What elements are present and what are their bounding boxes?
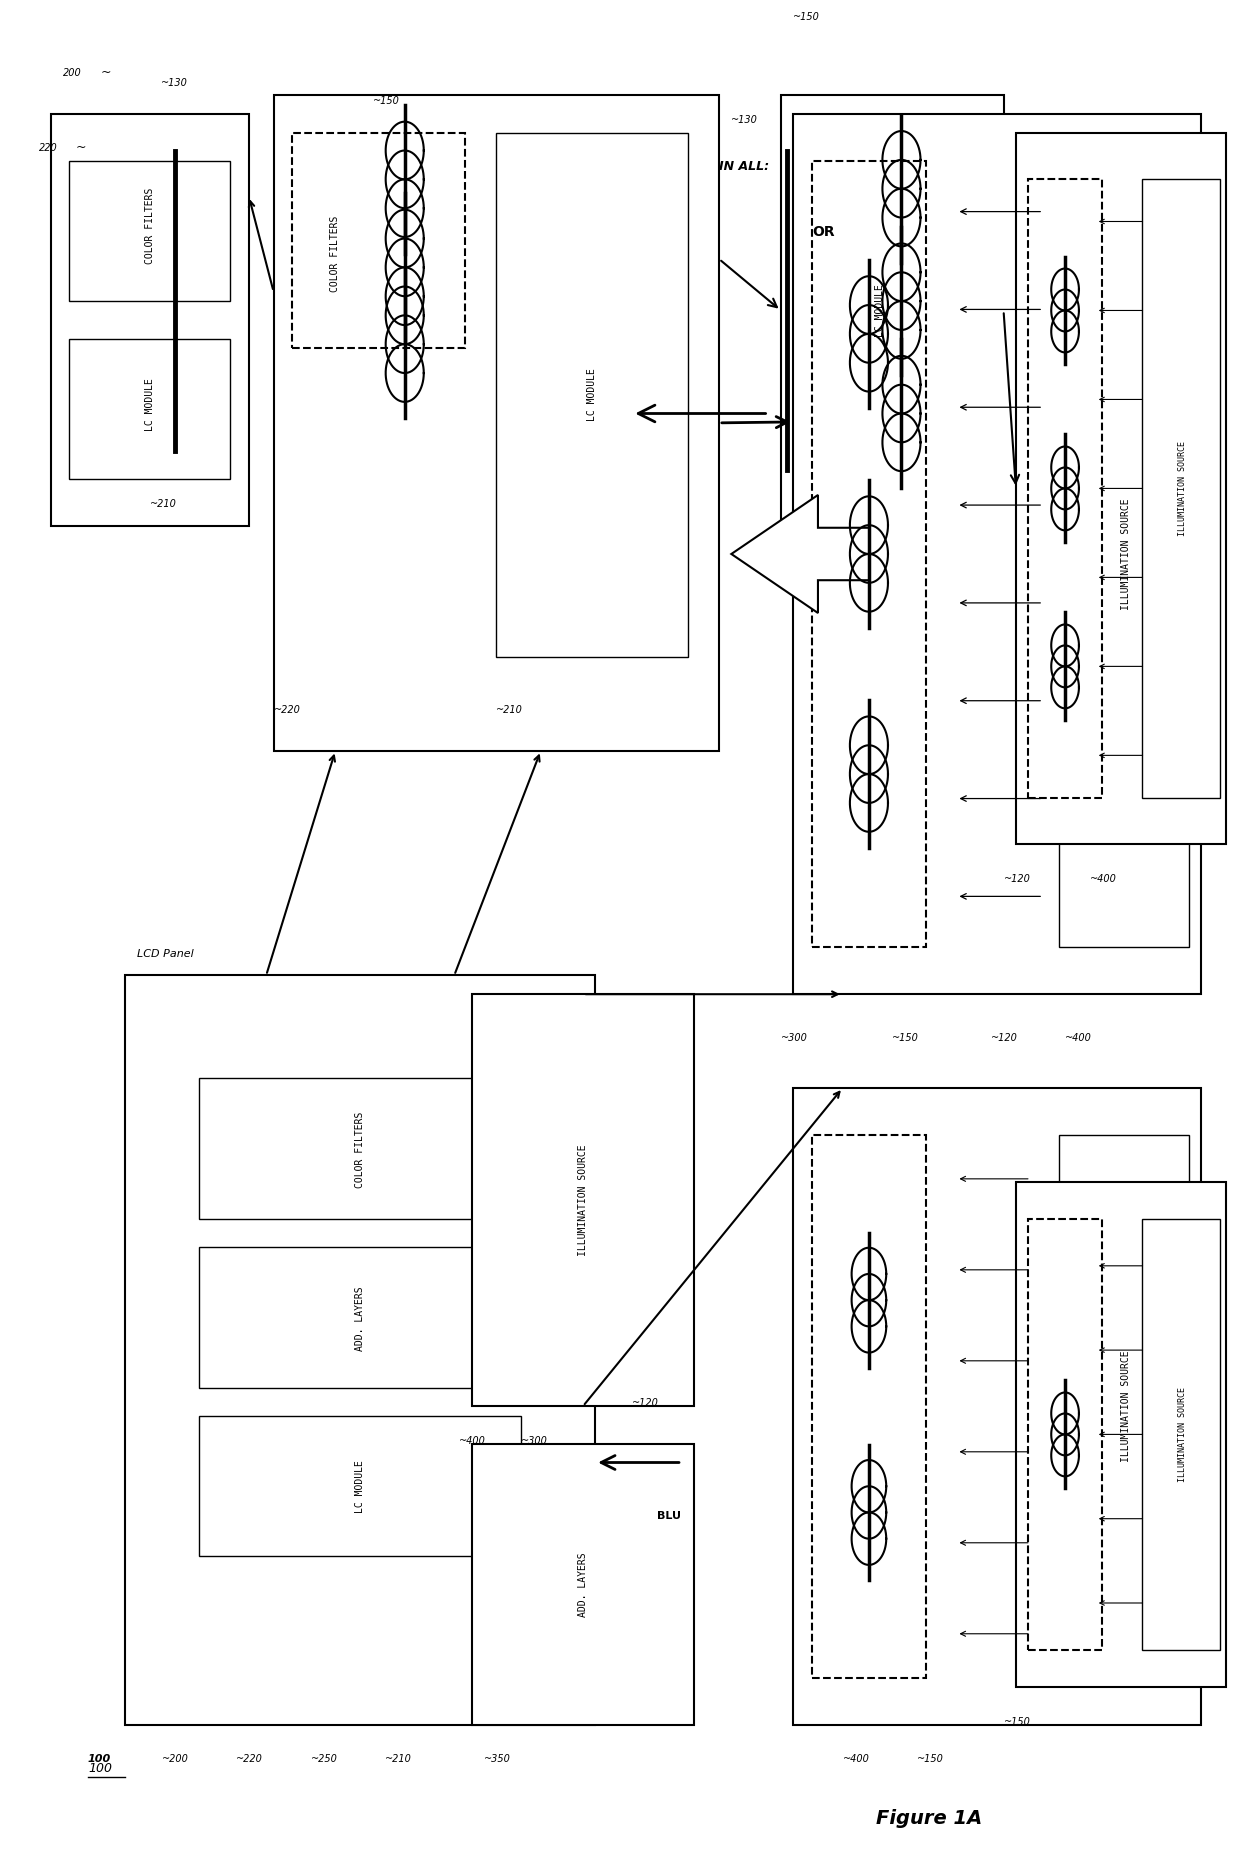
FancyBboxPatch shape — [69, 161, 231, 302]
Text: ~150: ~150 — [893, 1034, 919, 1043]
Text: ADD. LAYERS: ADD. LAYERS — [355, 1285, 366, 1351]
Text: ILLUMINATION SOURCE: ILLUMINATION SOURCE — [578, 1144, 588, 1257]
Text: ~210: ~210 — [150, 499, 177, 508]
Text: LCD Panel: LCD Panel — [138, 949, 195, 959]
Text: ~400: ~400 — [459, 1435, 486, 1446]
FancyBboxPatch shape — [200, 1079, 521, 1219]
Text: LC MODULE: LC MODULE — [355, 1460, 366, 1514]
FancyBboxPatch shape — [1028, 1219, 1102, 1649]
FancyBboxPatch shape — [1016, 1182, 1226, 1687]
Text: ~: ~ — [76, 141, 86, 154]
FancyBboxPatch shape — [274, 96, 719, 750]
FancyBboxPatch shape — [794, 1088, 1202, 1724]
FancyBboxPatch shape — [293, 133, 465, 347]
Text: ~300: ~300 — [521, 1435, 548, 1446]
Text: LC MODULE: LC MODULE — [874, 283, 885, 338]
Text: ~400: ~400 — [1090, 874, 1117, 884]
Text: 220: 220 — [38, 143, 57, 154]
FancyBboxPatch shape — [69, 338, 231, 478]
Text: ILLUMINATION SOURCE: ILLUMINATION SOURCE — [1121, 499, 1131, 610]
FancyBboxPatch shape — [51, 114, 249, 525]
Text: ~350: ~350 — [484, 1754, 511, 1763]
Text: ILLUMINATION SOURCE: ILLUMINATION SOURCE — [1121, 1351, 1131, 1461]
Text: ~210: ~210 — [384, 1754, 412, 1763]
FancyBboxPatch shape — [1028, 180, 1102, 797]
Text: ~150: ~150 — [794, 11, 820, 23]
FancyBboxPatch shape — [200, 1248, 521, 1388]
Text: 200: 200 — [63, 68, 82, 79]
FancyBboxPatch shape — [1142, 180, 1220, 797]
FancyBboxPatch shape — [781, 96, 1003, 525]
Text: ~150: ~150 — [1003, 1717, 1030, 1726]
Text: ~250: ~250 — [311, 1754, 337, 1763]
Text: ~120: ~120 — [991, 1034, 1018, 1043]
FancyBboxPatch shape — [812, 161, 926, 947]
FancyBboxPatch shape — [200, 1416, 521, 1557]
Text: COLOR FILTERS: COLOR FILTERS — [355, 1111, 366, 1188]
FancyBboxPatch shape — [1142, 1219, 1220, 1649]
Text: IN ALL:: IN ALL: — [719, 159, 769, 173]
Text: LC MODULE: LC MODULE — [145, 377, 155, 431]
Text: ~300: ~300 — [781, 1034, 807, 1043]
FancyBboxPatch shape — [1059, 161, 1189, 947]
Text: ~200: ~200 — [162, 1754, 190, 1763]
Polygon shape — [732, 495, 870, 613]
FancyBboxPatch shape — [794, 114, 1202, 994]
Text: ~400: ~400 — [843, 1754, 869, 1763]
Text: LC MODULE: LC MODULE — [588, 368, 598, 422]
Text: 100: 100 — [88, 1762, 112, 1775]
Text: Figure 1A: Figure 1A — [877, 1808, 982, 1827]
Text: ~150: ~150 — [916, 1754, 944, 1763]
FancyBboxPatch shape — [1059, 1135, 1189, 1677]
Text: ~120: ~120 — [1003, 874, 1030, 884]
Text: ~210: ~210 — [496, 705, 523, 715]
Text: COLOR FILTERS: COLOR FILTERS — [330, 216, 341, 293]
FancyBboxPatch shape — [125, 976, 595, 1724]
Text: ~220: ~220 — [237, 1754, 263, 1763]
Text: ILLUMINATION SOURCE: ILLUMINATION SOURCE — [1178, 1386, 1187, 1482]
FancyBboxPatch shape — [496, 133, 688, 657]
Text: 100: 100 — [88, 1754, 112, 1763]
Text: ~150: ~150 — [372, 96, 399, 107]
Text: ~130: ~130 — [732, 114, 758, 126]
Text: ADD. LAYERS: ADD. LAYERS — [578, 1551, 588, 1617]
Text: ~: ~ — [100, 66, 110, 79]
Text: ~130: ~130 — [161, 77, 188, 88]
Text: COLOR FILTERS: COLOR FILTERS — [145, 188, 155, 265]
Text: ~120: ~120 — [632, 1398, 660, 1409]
FancyBboxPatch shape — [471, 994, 694, 1407]
Text: OR: OR — [812, 225, 835, 238]
FancyBboxPatch shape — [471, 1445, 694, 1724]
FancyBboxPatch shape — [812, 1135, 926, 1677]
Text: ILLUMINATION SOURCE: ILLUMINATION SOURCE — [1178, 441, 1187, 537]
FancyBboxPatch shape — [1016, 133, 1226, 844]
Text: ~220: ~220 — [274, 705, 300, 715]
FancyBboxPatch shape — [800, 152, 985, 469]
Text: ~400: ~400 — [1065, 1034, 1092, 1043]
Text: BLU: BLU — [657, 1510, 681, 1521]
